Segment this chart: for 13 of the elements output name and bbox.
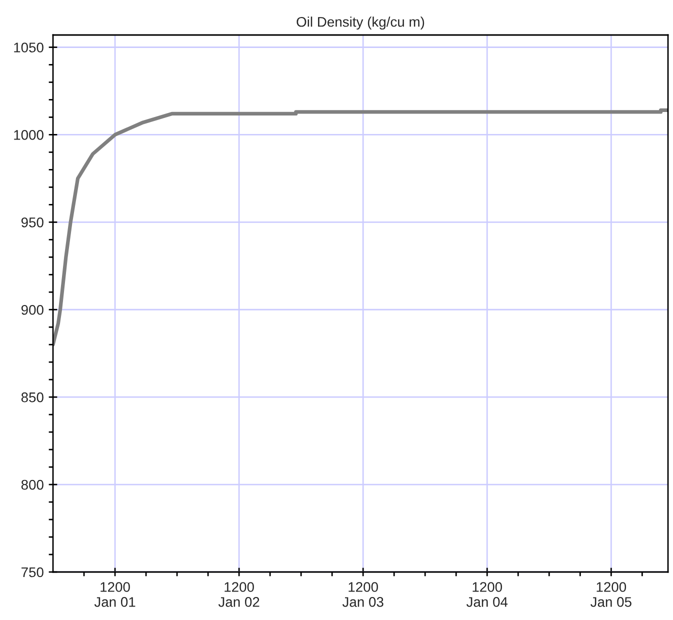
- chart-title: Oil Density (kg/cu m): [296, 16, 424, 30]
- x-tick-label: 1200 Jan 05: [590, 582, 632, 607]
- x-tick-label: 1200 Jan 01: [94, 582, 136, 607]
- x-tick-label: 1200 Jan 04: [466, 582, 508, 607]
- y-tick-label: 1000: [14, 130, 44, 140]
- x-tick-label: 1200 Jan 03: [342, 582, 384, 607]
- y-tick-label: 750: [22, 567, 44, 578]
- y-tick-label: 950: [21, 217, 44, 228]
- y-tick-label: 900: [21, 304, 44, 315]
- y-tick-label: 800: [21, 480, 44, 490]
- y-tick-label: 1050: [14, 42, 44, 52]
- y-tick-label: 850: [21, 392, 44, 402]
- x-tick-label: 1200 Jan 02: [218, 582, 260, 607]
